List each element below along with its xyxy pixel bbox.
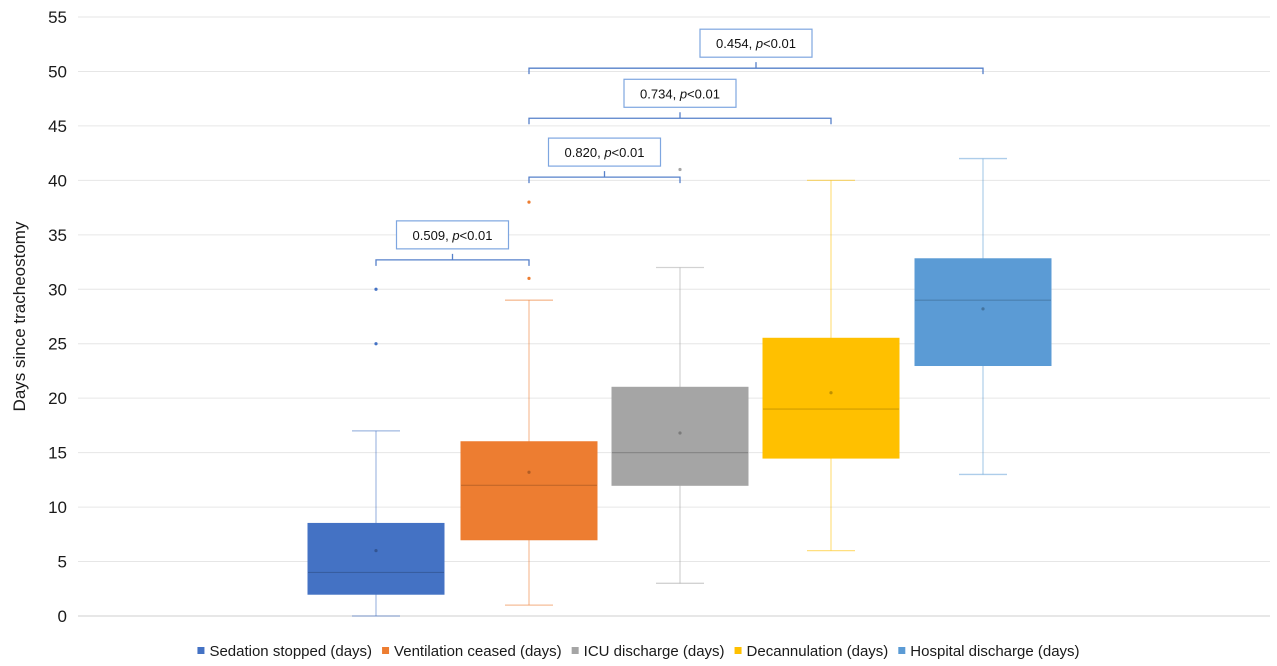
y-tick-label-55: 55 bbox=[48, 8, 67, 27]
legend-marker-3 bbox=[571, 647, 579, 654]
outlier-2-1 bbox=[527, 276, 531, 280]
bracket-line-3 bbox=[528, 112, 832, 125]
legend-marker-2 bbox=[382, 647, 390, 654]
significance-annotations: 0.509, p<0.01 0.820, p<0.01 0.734, p<0.01 0… bbox=[375, 28, 984, 266]
bracket-line-4 bbox=[528, 62, 984, 75]
y-axis-label: Days since tracheostomy bbox=[10, 221, 29, 411]
y-tick-label-10: 10 bbox=[48, 498, 67, 517]
legend-item-2: Ventilation ceased (days) bbox=[382, 643, 562, 660]
box-series bbox=[307, 157, 1052, 617]
annotation-text-3: 0.734, p<0.01 bbox=[640, 86, 720, 101]
box-1 bbox=[307, 287, 445, 617]
outlier-1-2 bbox=[374, 287, 378, 291]
bracket-line-2 bbox=[528, 171, 681, 184]
y-tick-label-15: 15 bbox=[48, 444, 67, 463]
box-3 bbox=[611, 167, 749, 584]
y-tick-label-30: 30 bbox=[48, 280, 67, 299]
annotation-text-2: 0.820, p<0.01 bbox=[565, 145, 645, 160]
annotation-text-4: 0.454, p<0.01 bbox=[716, 36, 796, 51]
outlier-2-2 bbox=[527, 200, 531, 204]
y-tick-label-40: 40 bbox=[48, 171, 67, 190]
mean-marker-3 bbox=[678, 431, 682, 435]
y-tick-labels: 0 5 10 15 20 25 30 35 40 45 50 55 bbox=[48, 8, 67, 626]
y-tick-label-35: 35 bbox=[48, 226, 67, 245]
legend-marker-1 bbox=[197, 647, 205, 654]
legend-marker-4 bbox=[734, 647, 742, 654]
y-tick-label-20: 20 bbox=[48, 389, 67, 408]
significance-bracket-1: 0.509, p<0.01 bbox=[375, 220, 530, 266]
box-4 bbox=[762, 179, 900, 552]
annotation-box-4 bbox=[699, 28, 813, 58]
annotation-box-3 bbox=[623, 78, 737, 108]
legend-marker-5 bbox=[898, 647, 906, 654]
legend: Sedation stopped (days) Ventilation cease… bbox=[197, 643, 1080, 660]
outlier-3-1 bbox=[678, 167, 682, 172]
mean-marker-5 bbox=[981, 307, 985, 311]
box-5 bbox=[914, 157, 1052, 476]
y-tick-label-25: 25 bbox=[48, 335, 67, 354]
legend-item-3: ICU discharge (days) bbox=[571, 643, 725, 660]
annotation-box-1 bbox=[395, 220, 510, 250]
legend-label-1: Sedation stopped (days) bbox=[209, 643, 372, 660]
significance-bracket-4: 0.454, p<0.01 bbox=[528, 28, 984, 75]
y-tick-label-50: 50 bbox=[48, 62, 67, 81]
box-body-5 bbox=[914, 258, 1052, 367]
mean-marker-2 bbox=[527, 470, 531, 474]
annotation-box-2 bbox=[547, 137, 662, 167]
significance-bracket-3: 0.734, p<0.01 bbox=[528, 78, 832, 125]
box-2 bbox=[460, 200, 598, 606]
legend-label-4: Decannulation (days) bbox=[747, 643, 889, 660]
annotation-text-1: 0.509, p<0.01 bbox=[413, 228, 493, 243]
box-body-3 bbox=[611, 386, 749, 486]
legend-label-2: Ventilation ceased (days) bbox=[394, 643, 562, 660]
legend-item-1: Sedation stopped (days) bbox=[197, 643, 372, 660]
legend-label-3: ICU discharge (days) bbox=[584, 643, 725, 660]
box-body-2 bbox=[460, 441, 598, 541]
legend-item-4: Decannulation (days) bbox=[734, 643, 889, 660]
y-tick-label-0: 0 bbox=[58, 607, 67, 626]
legend-item-5: Hospital discharge (days) bbox=[898, 643, 1080, 660]
outlier-1-1 bbox=[374, 342, 378, 346]
box-body-1 bbox=[307, 522, 445, 595]
y-tick-label-5: 5 bbox=[58, 553, 67, 572]
mean-marker-4 bbox=[829, 391, 833, 395]
mean-marker-1 bbox=[374, 549, 378, 553]
box-body-4 bbox=[762, 337, 900, 459]
legend-label-5: Hospital discharge (days) bbox=[910, 643, 1079, 660]
bracket-line-1 bbox=[375, 253, 530, 266]
significance-bracket-2: 0.820, p<0.01 bbox=[528, 137, 681, 184]
y-tick-label-45: 45 bbox=[48, 117, 67, 136]
